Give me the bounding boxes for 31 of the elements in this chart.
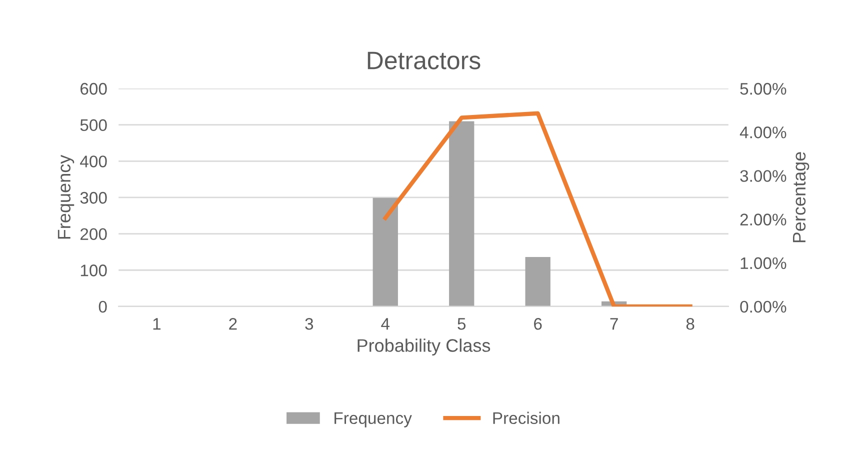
x-tick-label: 4 [381,318,390,330]
x-tick-label: 3 [305,318,314,330]
y-tick-label: 100 [80,264,107,276]
y-tick-label: 600 [80,82,107,95]
y-tick-label: 400 [80,156,107,168]
line-series [383,111,692,306]
y-tick-label: 500 [80,119,107,132]
bar [525,257,550,306]
x-tick-label: 1 [153,318,161,330]
y-axis-title: Frequency [58,154,74,239]
x-tick-label: 6 [534,318,542,330]
y2-tick-label: 5.00% [740,82,786,95]
x-tick-label: 7 [610,318,618,330]
y2-tick-label: 0.00% [740,300,786,313]
y2-tick-label: 3.00% [740,170,786,182]
chart-title: Detractors [368,52,480,70]
y2-tick-label: 4.00% [740,126,786,138]
y2-tick-label: 2.00% [740,214,786,226]
x-tick-label: 2 [229,318,237,330]
y2-tick-label: 1.00% [740,257,786,270]
y-tick-label: 0 [98,300,107,313]
y-tick-label: 200 [80,228,107,240]
legend-label: Precision [493,412,560,424]
bar [449,121,474,306]
x-axis-title: Probability Class [358,338,490,356]
x-tick-label: 5 [458,318,466,330]
y-tick-label: 300 [80,192,107,204]
legend-label: Frequency [334,412,412,428]
x-tick-label: 8 [686,318,694,330]
y2-axis-title: Percentage [793,152,810,242]
bar [372,198,398,306]
